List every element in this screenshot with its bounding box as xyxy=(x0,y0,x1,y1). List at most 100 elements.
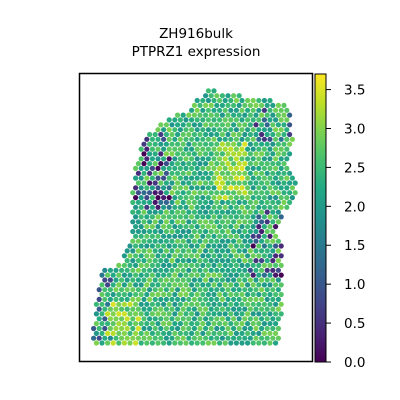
expression-spot xyxy=(278,146,284,152)
expression-spot xyxy=(130,277,136,283)
expression-spot xyxy=(189,127,195,133)
expression-spot xyxy=(217,330,223,336)
expression-spot xyxy=(225,238,231,244)
expression-spot xyxy=(273,321,279,327)
expression-spot xyxy=(152,325,158,332)
expression-spot xyxy=(273,272,279,278)
expression-spot xyxy=(247,296,253,302)
expression-spot xyxy=(200,97,206,104)
expression-spot xyxy=(284,146,290,152)
expression-spot xyxy=(113,277,119,283)
expression-spot xyxy=(175,296,181,302)
expression-spot xyxy=(130,199,136,205)
expression-spot xyxy=(242,248,248,254)
expression-spot xyxy=(113,316,119,322)
expression-spot xyxy=(228,127,234,133)
expression-spot xyxy=(264,209,270,215)
expression-spot xyxy=(228,301,234,307)
expression-spot xyxy=(264,267,270,273)
expression-spot xyxy=(172,243,178,249)
expression-spot xyxy=(152,258,158,264)
expression-spot xyxy=(186,316,192,322)
expression-spot xyxy=(130,287,136,293)
expression-spot xyxy=(147,325,153,332)
expression-spot xyxy=(275,112,281,118)
expression-spot xyxy=(177,321,183,327)
expression-spot xyxy=(245,107,251,113)
expression-spot xyxy=(222,224,228,230)
expression-spot xyxy=(219,141,225,147)
expression-spot xyxy=(105,282,111,288)
expression-spot xyxy=(169,277,175,283)
expression-spot xyxy=(275,287,281,293)
expression-spot xyxy=(191,219,197,225)
expression-spot xyxy=(219,238,225,244)
expression-spot xyxy=(194,330,200,336)
expression-spot xyxy=(166,321,172,327)
expression-spot xyxy=(275,335,281,341)
expression-spot xyxy=(175,161,181,167)
expression-spot xyxy=(239,204,245,210)
expression-spot xyxy=(121,262,127,268)
expression-spot xyxy=(200,262,206,268)
expression-spot xyxy=(152,306,158,312)
expression-spot xyxy=(183,243,189,249)
expression-spot xyxy=(270,102,276,108)
expression-spot xyxy=(217,224,223,230)
expression-spot xyxy=(278,107,284,113)
expression-spot xyxy=(284,165,290,171)
expression-spot xyxy=(158,122,164,128)
expression-spot xyxy=(135,258,141,264)
expression-spot xyxy=(242,335,248,341)
expression-spot xyxy=(217,233,223,239)
expression-spot xyxy=(273,136,279,142)
expression-spot xyxy=(284,156,290,162)
expression-spot xyxy=(242,306,248,312)
expression-spot xyxy=(169,131,175,138)
expression-spot xyxy=(214,209,220,215)
expression-spot xyxy=(130,316,136,322)
expression-spot xyxy=(99,301,105,307)
expression-spot xyxy=(141,228,147,235)
expression-spot xyxy=(197,151,203,157)
expression-spot xyxy=(233,214,239,220)
expression-spot xyxy=(191,122,197,128)
expression-spot xyxy=(107,335,113,341)
colorbar xyxy=(314,73,327,363)
expression-spot xyxy=(116,340,122,346)
expression-spot xyxy=(152,190,158,196)
expression-spot xyxy=(256,117,262,123)
expression-spot xyxy=(177,301,183,307)
expression-spot xyxy=(250,146,256,152)
expression-spot xyxy=(172,321,178,327)
expression-spot xyxy=(197,131,203,138)
expression-spot xyxy=(236,316,242,322)
expression-spot xyxy=(161,253,167,259)
expression-spot xyxy=(147,209,153,215)
expression-spot xyxy=(147,335,153,341)
expression-spot xyxy=(242,122,248,128)
expression-spot xyxy=(147,190,153,196)
expression-spot xyxy=(200,175,206,181)
expression-spot xyxy=(233,262,239,268)
expression-spot xyxy=(127,243,133,249)
expression-spot xyxy=(155,253,161,259)
expression-spot xyxy=(250,291,256,298)
expression-spot xyxy=(203,325,209,332)
expression-spot xyxy=(239,340,245,346)
expression-spot xyxy=(247,316,253,322)
expression-spot xyxy=(144,146,150,152)
expression-spot xyxy=(189,107,195,113)
expression-spot xyxy=(172,214,178,220)
expression-spot xyxy=(169,141,175,147)
expression-spot xyxy=(253,199,259,205)
expression-spot xyxy=(186,122,192,128)
expression-spot xyxy=(233,97,239,104)
expression-spot xyxy=(138,165,144,171)
expression-spot xyxy=(152,161,158,167)
expression-spot xyxy=(205,301,211,307)
expression-spot xyxy=(127,330,133,336)
expression-spot xyxy=(183,146,189,152)
expression-spot xyxy=(242,102,248,108)
expression-spot xyxy=(158,180,164,186)
